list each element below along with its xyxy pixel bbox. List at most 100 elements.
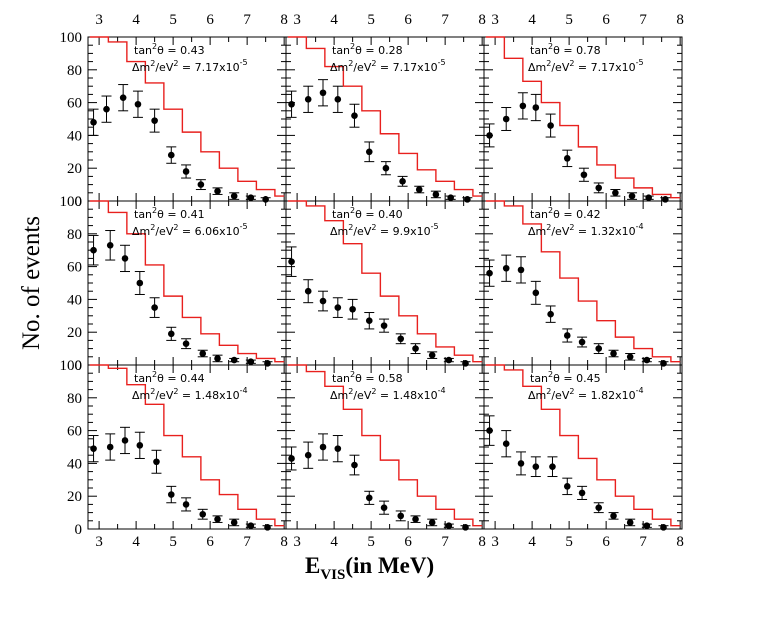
data-marker [197, 181, 205, 188]
data-marker [121, 255, 129, 262]
data-point [286, 90, 297, 118]
data-point [410, 515, 421, 523]
dm-unit: /eV [353, 389, 371, 402]
data-marker [349, 305, 356, 313]
data-point [332, 297, 343, 318]
data-point [501, 430, 512, 458]
x-tick-label-bottom: 6 [404, 534, 412, 550]
dm-exponent: 2 [546, 387, 551, 396]
x-tick-label-bottom: 3 [293, 534, 301, 550]
tan-label: tan [332, 44, 350, 57]
prediction-histogram [485, 36, 681, 199]
annotation-delta-m: Δm2/eV2 = 7.17x10-5 [132, 58, 248, 74]
data-point [380, 161, 391, 176]
panel-ticks [484, 36, 682, 202]
annotation-delta-m: Δm2/eV2 = 6.06x10-5 [132, 222, 248, 238]
x-tick-label-bottom: 7 [639, 534, 647, 550]
data-point [410, 343, 421, 355]
dm-label: Δm [330, 225, 348, 238]
data-point [88, 435, 99, 463]
data-marker [167, 151, 175, 159]
tan-label: tan [332, 372, 350, 385]
data-point [460, 360, 471, 367]
data-marker [380, 322, 388, 329]
data-point [593, 343, 604, 355]
data-point [303, 85, 314, 113]
data-point [286, 446, 297, 471]
x-axis-title: EVIS(in MeV) [305, 553, 434, 583]
data-point [562, 477, 573, 496]
data-marker [502, 115, 510, 123]
data-marker [182, 168, 190, 175]
x-axis-title-sub: VIS [320, 567, 345, 583]
data-marker [214, 515, 221, 523]
dm-unit: /eV [155, 61, 173, 74]
annotation-delta-m: Δm2/eV2 = 7.17x10-5 [330, 58, 446, 74]
data-point [88, 234, 99, 266]
tan-exponent: 2 [350, 42, 355, 51]
data-marker [304, 96, 312, 103]
data-marker [412, 345, 419, 352]
ev-exponent: 2 [173, 223, 178, 232]
x-axis-title-main: E [305, 553, 320, 578]
x-tick-label-top: 6 [206, 12, 214, 28]
dm-label: Δm [528, 225, 546, 238]
tan-value: = 0.41 [167, 208, 204, 221]
annotation-tan-theta: tan2θ = 0.45 [530, 370, 601, 385]
data-point [427, 518, 438, 527]
dm-exponent: 2 [546, 223, 551, 232]
dm-power: -5 [438, 58, 446, 67]
data-point [578, 167, 589, 182]
annotation-delta-m: Δm2/eV2 = 1.82x10-4 [528, 386, 644, 402]
x-tick-label-top: 3 [491, 12, 499, 28]
data-point [445, 194, 456, 202]
data-marker [595, 504, 603, 511]
data-point [608, 349, 619, 358]
data-marker [532, 289, 540, 297]
data-marker [517, 460, 525, 467]
y-tick-label: 0 [75, 194, 83, 210]
data-point [149, 297, 160, 318]
annotation-delta-m: Δm2/eV2 = 9.9x10-5 [330, 222, 439, 238]
data-marker [612, 189, 619, 197]
data-marker [610, 512, 617, 520]
ev-exponent: 2 [371, 387, 376, 396]
dm-label: Δm [528, 389, 546, 402]
y-tick-label: 80 [67, 63, 82, 79]
panel-ticks [286, 364, 484, 530]
ev-exponent: 2 [569, 223, 574, 232]
data-point [303, 279, 314, 304]
data-marker [549, 463, 556, 470]
data-point [545, 113, 556, 138]
data-marker [462, 524, 469, 531]
data-point [443, 522, 454, 530]
data-marker [519, 102, 527, 110]
data-marker [428, 351, 436, 359]
x-tick-label-top: 5 [367, 12, 375, 28]
x-tick-label-top: 3 [95, 12, 103, 28]
tan-value: = 0.45 [563, 372, 600, 385]
x-tick-label-top: 8 [280, 12, 288, 28]
data-marker [486, 132, 493, 139]
theta-symbol: θ [553, 208, 563, 221]
data-marker [397, 512, 405, 520]
data-point [212, 515, 223, 523]
data-marker [595, 184, 603, 192]
tan-value: = 0.42 [563, 208, 600, 221]
data-point [530, 93, 541, 122]
x-tick-label-bottom: 7 [441, 534, 449, 550]
data-marker [415, 186, 423, 193]
data-marker [380, 504, 388, 511]
data-marker [397, 335, 405, 343]
dm-label: Δm [528, 61, 546, 74]
data-point [395, 333, 406, 345]
data-point [379, 500, 390, 515]
data-point [658, 360, 669, 367]
data-marker [288, 258, 295, 265]
x-tick-label-bottom: 5 [169, 534, 177, 550]
dm-label: Δm [132, 61, 150, 74]
